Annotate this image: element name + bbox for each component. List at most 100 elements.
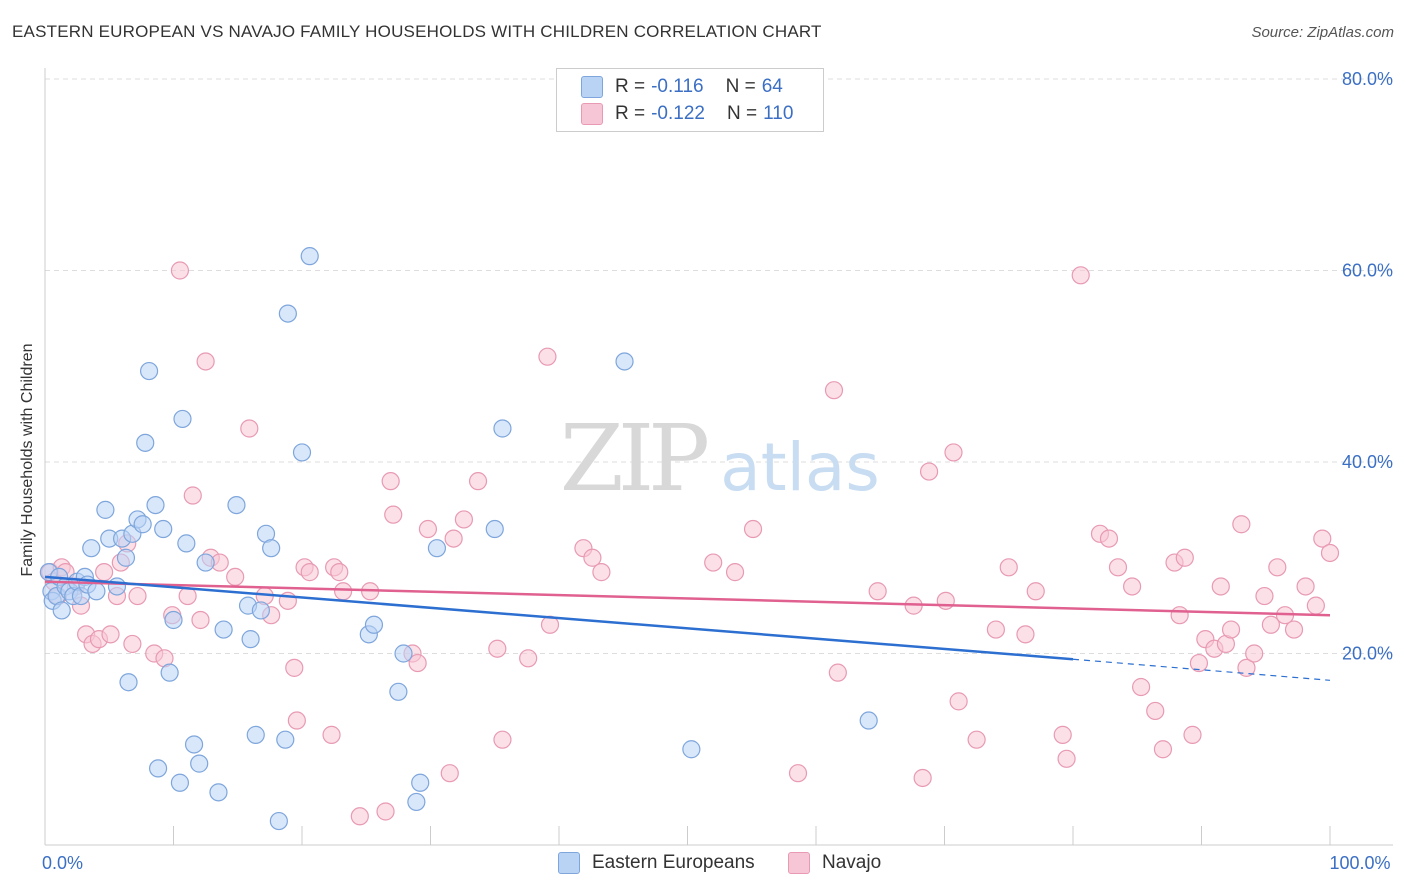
navajo-point [1261,615,1280,634]
navajo-point [300,563,319,582]
eastern-european-point [139,361,159,381]
navajo-point [1189,653,1209,673]
navajo-point [967,730,986,749]
eastern-european-point [96,500,115,519]
navajo-point [1255,586,1274,606]
navajo-point [1211,577,1230,596]
eastern-european-point [136,433,155,452]
eastern-european-point [133,515,152,534]
n-label: N = [725,76,756,97]
navajo-point [1099,529,1119,548]
navajo-point [418,519,438,539]
navajo-point [408,653,427,673]
navajo-point [1053,725,1072,744]
navajo-point [95,563,114,582]
r-label: R = [615,76,646,97]
navajo-point [196,352,215,371]
eastern-european-point [241,630,260,649]
navajo-point [444,529,463,548]
tick-labels: 20.0% 40.0% 60.0% 80.0% 0.0% 100.0% [42,69,1393,873]
eastern-european-point [82,539,101,558]
navajo-point [334,582,353,601]
axes [44,68,1393,846]
eastern-european-point [485,519,504,539]
eastern-european-point [411,773,430,792]
navajo-point [1175,548,1194,567]
legend-item-eastern-europeans[interactable]: Eastern Europeans [558,852,755,874]
navajo-point [1057,749,1076,768]
r-value: -0.116 [651,76,704,97]
navajo-point [468,472,488,491]
navajo-point [101,625,120,644]
navajo-point [949,692,968,711]
navajo-point [1170,606,1189,625]
navajo-point [1320,543,1340,563]
navajo-point [788,764,808,783]
navajo-point [240,419,259,438]
legend-label-eastern-europeans: Eastern Europeans [592,852,755,873]
bottom-legend: Eastern Europeans Navajo [0,850,1406,878]
eastern-european-point [682,740,701,759]
y-tick-label: 40.0% [1342,452,1393,472]
eastern-european-point [107,577,127,596]
navajo-point [322,725,341,744]
eastern-european-point [146,495,165,515]
watermark: ZIP atlas [560,405,880,512]
eastern-european-point [278,304,297,323]
navajo-point [285,658,304,677]
eastern-european-point [246,725,265,744]
eastern-european-point [119,673,138,692]
navajo-point [538,347,557,366]
navajo-trend-line [44,580,1331,617]
eastern-european-point [251,601,270,620]
watermark-zip: ZIP [560,405,707,512]
eastern-europeans-swatch [581,76,603,98]
navajo-point [725,563,745,582]
navajo-point [1071,266,1090,285]
navajo-point [913,768,932,788]
eastern-european-point [262,539,281,558]
navajo-point [828,663,847,682]
navajo-point [226,567,245,587]
eastern-european-point [160,663,179,682]
navajo-point [376,802,395,821]
eastern-european-point [227,495,246,515]
navajo-point [1268,558,1287,577]
navajo-point [919,462,939,481]
n-value: 110 [763,103,794,124]
navajo-point [191,610,210,630]
navajo-point [704,553,723,572]
eastern-european-point [292,443,312,462]
watermark-atlas: atlas [720,429,880,506]
navajo-point [493,730,512,749]
x-tick-label: 100.0% [1329,853,1390,873]
stats-legend: R = -0.116 N = 64 R = -0.122 N = 110 [556,68,824,132]
navajo-point [944,443,963,462]
eastern-european-point [196,553,215,572]
navajo-swatch [581,103,603,125]
y-tick-label: 60.0% [1342,261,1393,281]
eastern-europeans-swatch [558,852,580,874]
y-tick-label: 20.0% [1342,644,1393,664]
eastern-european-point [269,811,288,831]
navajo-point [824,381,844,400]
navajo-point [936,591,955,610]
legend-item-navajo[interactable]: Navajo [788,852,881,874]
eastern-european-point [173,409,192,429]
eastern-european-point [116,548,136,567]
navajo-point [1306,596,1325,615]
navajo-point [519,649,538,668]
navajo-swatch [788,852,810,874]
navajo-point [123,634,142,654]
stats-row-navajo: R = -0.122 N = 110 [581,102,793,126]
eastern-european-point [52,601,71,620]
navajo-point [384,505,403,524]
eastern-european-point [407,792,426,812]
navajo-point [1153,740,1173,759]
eastern-european-point [214,620,233,639]
navajo-point [986,620,1006,639]
navajo-point [1296,577,1315,596]
eastern-european-point [364,615,384,634]
navajo-point [1237,658,1256,677]
